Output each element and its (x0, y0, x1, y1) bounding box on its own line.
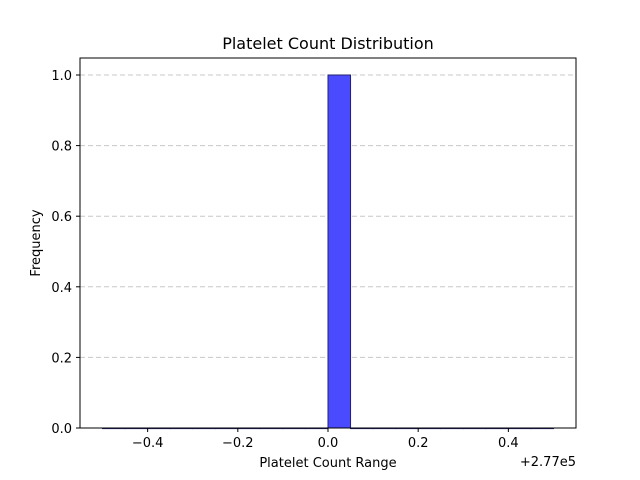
x-axis-offset-label: +2.77e5 (520, 455, 576, 470)
y-axis-ticks: 0.0 0.2 0.4 0.6 0.8 1.0 (51, 69, 80, 437)
y-tick-label: 0.2 (51, 351, 72, 366)
y-tick-label: 0.0 (51, 422, 72, 437)
y-axis-label: Frequency (29, 209, 44, 276)
y-tick-label: 1.0 (51, 69, 72, 84)
x-tick-label: −0.2 (222, 436, 254, 451)
y-tick-label: 0.6 (51, 210, 72, 225)
x-tick-label: 0.0 (318, 436, 339, 451)
chart-title: Platelet Count Distribution (222, 34, 434, 53)
x-axis-label: Platelet Count Range (259, 456, 396, 471)
y-tick-label: 0.8 (51, 140, 72, 155)
x-tick-label: 0.4 (498, 436, 519, 451)
histogram-bar (327, 74, 352, 429)
bars-layer (102, 74, 554, 430)
x-tick-label: 0.2 (408, 436, 429, 451)
x-tick-label: −0.4 (132, 436, 164, 451)
x-axis-ticks: −0.4 −0.2 0.0 0.2 0.4 (132, 428, 519, 451)
y-tick-label: 0.4 (51, 281, 72, 296)
